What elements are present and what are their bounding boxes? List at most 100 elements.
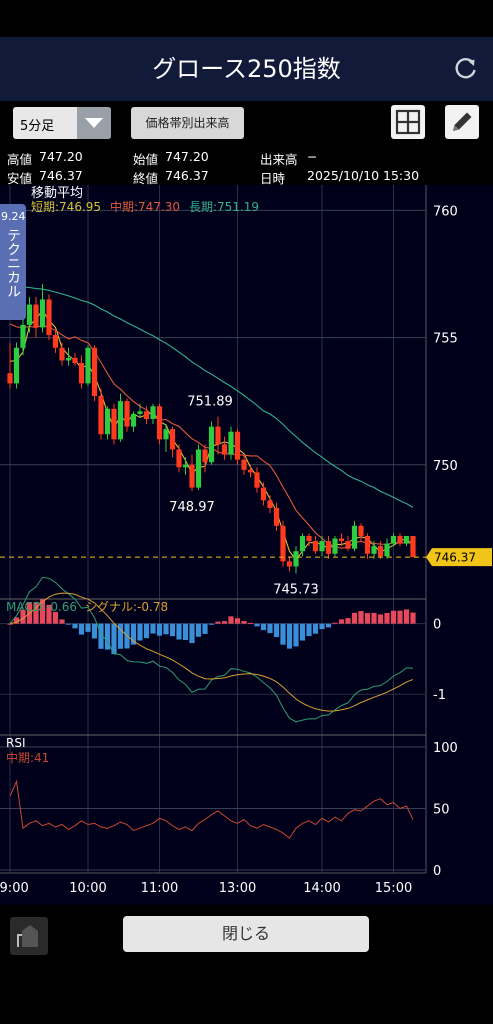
candle-body <box>195 449 202 488</box>
candle-body <box>215 426 221 445</box>
candle-body <box>364 535 371 554</box>
open-label: 始値 <box>133 152 159 167</box>
candle-body <box>111 408 117 440</box>
candle-body <box>182 464 189 468</box>
toolbar: 5分足 価格帯別出来高 <box>0 101 493 147</box>
refresh-icon[interactable] <box>453 55 479 81</box>
candle-body <box>410 535 416 558</box>
candle-body <box>384 543 390 557</box>
candle-body <box>306 535 312 542</box>
candle-body <box>273 507 280 526</box>
volume-value: − <box>307 149 318 164</box>
candle-body <box>325 541 332 554</box>
macd-histogram-bar <box>260 623 267 631</box>
macd-histogram-bar <box>143 623 150 639</box>
candle-body <box>7 373 13 384</box>
ma-legend-1: 中期:747.30 <box>110 199 180 214</box>
macd-histogram-bar <box>33 602 39 624</box>
interval-value: 5分足 <box>20 119 55 134</box>
macd-histogram-bar <box>7 623 13 625</box>
macd-tick-label: 0 <box>433 618 441 633</box>
last-price-value: 746.37 <box>434 551 476 565</box>
macd-histogram-bar <box>130 623 137 645</box>
macd-histogram-bar <box>267 623 273 634</box>
macd-histogram-bar <box>325 623 332 628</box>
macd-histogram-bar <box>319 623 325 630</box>
candle-body <box>13 347 20 384</box>
candle-body <box>338 538 345 542</box>
y-tick-label: 755 <box>433 332 458 347</box>
macd-histogram-bar <box>176 623 182 640</box>
candle-body <box>293 551 299 567</box>
candle-body <box>202 449 208 463</box>
macd-histogram-bar <box>254 623 260 627</box>
macd-histogram-bar <box>351 612 358 624</box>
candle-body <box>351 525 358 549</box>
candle-body <box>254 472 260 488</box>
back-icon[interactable] <box>10 917 48 955</box>
x-tick-label: 14:00 <box>303 881 340 896</box>
x-tick-label: 13:00 <box>219 881 256 896</box>
macd-histogram-bar <box>384 612 390 624</box>
macd-histogram-bar <box>91 623 98 639</box>
macd-histogram-bar <box>202 623 208 634</box>
macd-histogram-bar <box>72 623 78 629</box>
candle-body <box>98 396 104 435</box>
draw-button[interactable] <box>445 105 479 139</box>
low-value: 746.37 <box>39 168 83 183</box>
page-title: グロース250指数 <box>152 55 341 83</box>
close-label: 終値 <box>133 171 159 186</box>
candle-body <box>228 431 234 455</box>
interval-select[interactable]: 5分足 <box>13 107 111 139</box>
macd-histogram-bar <box>182 623 189 640</box>
macd-histogram-bar <box>390 610 397 624</box>
x-tick-label: 15:00 <box>375 881 412 896</box>
price-info: 高値 747.20 始値 747.20 出来高 − 安値 746.37 終値 7… <box>0 147 493 187</box>
candle-body <box>332 538 338 554</box>
macd-histogram-bar <box>150 623 156 634</box>
stock-chart[interactable]: 09:00 10:00 11:00 13:00 14:00 15:00 760 755 750 7… <box>0 185 493 905</box>
volume-profile-button[interactable]: 価格帯別出来高 <box>131 107 244 139</box>
x-tick-label: 09:00 <box>0 881 29 896</box>
macd-histogram-bar <box>208 623 215 625</box>
macd-histogram-bar <box>39 599 46 624</box>
candle-body <box>286 561 293 567</box>
candle-body <box>390 535 397 544</box>
macd-histogram-bar <box>273 623 280 638</box>
candle-body <box>104 408 111 435</box>
candle-body <box>299 535 306 552</box>
macd-histogram-bar <box>221 621 228 624</box>
macd-histogram-bar <box>13 617 20 624</box>
candle-body <box>280 525 286 562</box>
grid-layout-button[interactable] <box>391 105 425 139</box>
footer: 閉じる <box>0 905 493 1024</box>
candle-body <box>319 541 325 552</box>
candle-body <box>65 357 72 361</box>
close-button[interactable]: 閉じる <box>123 916 369 952</box>
ma-legend-2: 長期:751.19 <box>189 200 259 214</box>
candle-body <box>52 335 59 348</box>
candle-body <box>117 401 124 440</box>
signal-line <box>9 592 414 712</box>
macd-histogram-bar <box>403 609 410 624</box>
candle-body <box>189 464 195 488</box>
macd-line <box>9 576 414 723</box>
macd-histogram-bar <box>85 623 91 632</box>
macd-histogram-bar <box>358 611 364 624</box>
macd-legend: MACD:-0.66 <box>6 600 77 614</box>
candle-body <box>124 401 130 427</box>
technical-tab[interactable]: 9.24 テクニカル <box>0 204 26 320</box>
macd-histogram-bar <box>20 609 26 624</box>
rsi-tick-label: 0 <box>433 864 441 879</box>
macd-histogram-bar <box>306 623 312 637</box>
candle-body <box>26 304 33 325</box>
macd-tick-label: -1 <box>433 688 446 703</box>
candle-body <box>46 299 52 336</box>
candle-body <box>72 357 78 364</box>
candle-body <box>156 406 163 440</box>
header: グロース250指数 <box>0 37 493 101</box>
candle-body <box>247 469 254 473</box>
macd-histogram-bar <box>163 623 169 635</box>
chevron-down-icon <box>77 107 111 139</box>
close-value: 746.37 <box>165 168 209 183</box>
